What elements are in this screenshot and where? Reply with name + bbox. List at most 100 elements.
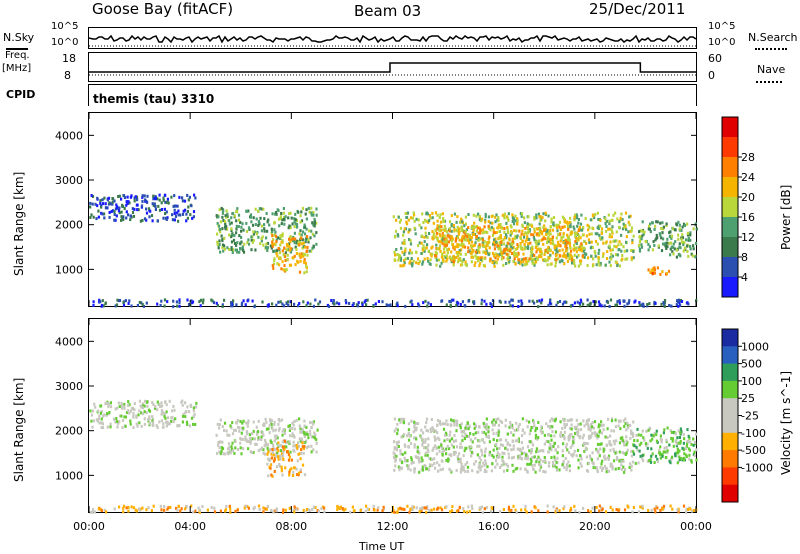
range-cell	[633, 444, 636, 448]
range-cell	[650, 454, 653, 458]
range-cell	[138, 421, 141, 425]
range-cell	[520, 247, 523, 251]
range-cell	[436, 431, 439, 435]
range-cell	[622, 439, 625, 443]
range-cell	[416, 450, 419, 454]
range-cell	[162, 216, 165, 220]
range-cell	[476, 257, 479, 260]
range-cell	[514, 234, 517, 238]
range-cell	[267, 474, 270, 478]
range-cell	[468, 510, 471, 513]
range-cell	[308, 429, 312, 433]
range-cell	[281, 218, 284, 222]
range-cell	[425, 246, 428, 250]
range-cell	[629, 462, 632, 466]
range-cell	[494, 465, 497, 469]
range-cell	[228, 445, 231, 449]
range-cell	[258, 508, 261, 511]
range-cell	[400, 466, 403, 470]
range-cell	[132, 214, 136, 218]
range-cell	[271, 264, 274, 268]
range-cell	[298, 270, 302, 274]
range-cell	[288, 237, 291, 241]
range-cell	[677, 441, 680, 445]
range-cell	[410, 257, 413, 260]
range-cell	[659, 445, 662, 449]
range-cell	[140, 301, 143, 305]
range-cell	[508, 259, 511, 263]
range-cell	[242, 426, 245, 430]
range-cell	[97, 507, 100, 511]
range-cell	[610, 417, 614, 421]
range-cell	[479, 237, 482, 241]
range-cell	[452, 419, 455, 423]
range-cell	[588, 436, 591, 440]
range-cell	[159, 504, 162, 508]
range-cell	[518, 456, 521, 460]
range-cell	[548, 301, 552, 305]
range-cell	[682, 441, 685, 445]
range-cell	[480, 450, 483, 454]
range-cell	[277, 443, 280, 447]
range-cell	[525, 260, 528, 264]
range-cell	[550, 448, 553, 452]
range-cell	[504, 424, 507, 428]
range-cell	[190, 299, 193, 303]
range-cell	[626, 249, 629, 253]
range-cell	[579, 222, 583, 226]
range-cell	[530, 426, 533, 429]
range-cell	[571, 261, 574, 265]
range-cell	[224, 509, 227, 513]
range-cell	[314, 433, 317, 437]
range-cell	[603, 455, 606, 459]
range-cell	[197, 506, 200, 510]
range-cell	[278, 251, 281, 255]
range-cell	[111, 209, 115, 213]
range-cell	[669, 230, 672, 234]
range-cell	[638, 230, 641, 234]
range-cell	[591, 461, 594, 465]
range-cell	[315, 441, 318, 445]
range-cell	[599, 447, 602, 451]
nsky-legend-line	[6, 48, 28, 50]
range-cell	[506, 229, 509, 233]
range-cell	[125, 216, 128, 220]
range-cell	[659, 221, 662, 225]
range-cell	[464, 222, 467, 226]
range-cell	[277, 455, 280, 459]
range-cell	[92, 215, 95, 219]
range-cell	[511, 439, 514, 443]
range-cell	[444, 256, 447, 259]
range-cell	[477, 465, 480, 469]
range-cell	[618, 264, 622, 268]
range-cell	[652, 269, 655, 273]
range-cell	[91, 510, 94, 514]
range-cell	[293, 444, 296, 448]
range-cell	[294, 245, 297, 249]
range-cell	[617, 509, 620, 513]
range-cell	[317, 510, 320, 513]
range-cell	[162, 422, 165, 426]
range-cell	[254, 207, 257, 211]
range-cell	[400, 460, 403, 464]
range-cell	[96, 196, 99, 200]
range-cell	[495, 443, 498, 446]
range-cell	[466, 461, 469, 464]
range-cell	[582, 246, 585, 250]
range-cell	[154, 195, 157, 199]
range-cell	[365, 303, 368, 307]
range-cell	[323, 506, 326, 510]
range-cell	[223, 298, 226, 302]
range-cell	[470, 454, 473, 458]
range-cell	[404, 451, 407, 455]
range-cell	[455, 256, 458, 259]
range-cell	[656, 506, 659, 510]
range-cell	[677, 233, 680, 237]
range-cell	[273, 257, 276, 261]
range-cell	[576, 224, 579, 228]
range-cell	[661, 270, 664, 274]
range-cell	[291, 256, 294, 260]
range-cell	[431, 229, 434, 233]
range-cell	[685, 238, 688, 242]
range-cell	[649, 271, 652, 274]
